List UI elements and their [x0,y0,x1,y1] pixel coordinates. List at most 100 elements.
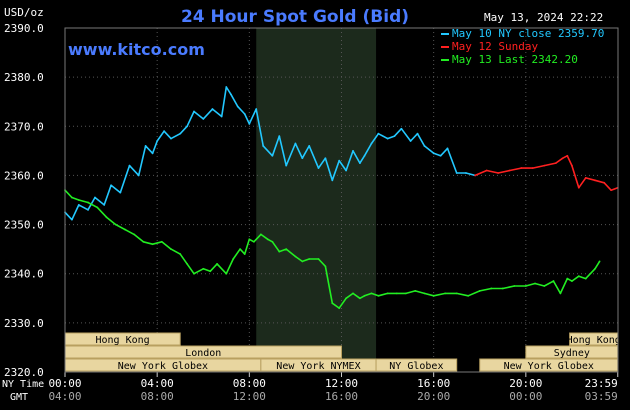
price-point [128,164,131,167]
price-point [363,154,366,157]
y-tick-label: 2370.0 [4,120,44,133]
price-point [262,145,265,147]
price-point [220,115,223,118]
price-point [416,132,419,135]
price-point [294,255,297,258]
price-point [317,167,320,169]
price-point [193,110,195,113]
price-point [202,118,205,120]
price-point [554,162,557,165]
legend: May 10 NY close 2359.70 May 12 Sunday Ma… [441,27,604,66]
price-point [259,233,262,236]
price-point [133,233,136,236]
gmt-tick-label: 00:00 [509,390,542,403]
market-hours-label: London [185,348,221,359]
price-point [393,135,396,138]
price-point [225,86,228,88]
price-point [114,223,117,226]
chart-title: 24 Hour Spot Gold (Bid) [181,7,409,27]
price-point [520,167,523,169]
price-point [432,152,435,155]
market-hours-label: New York Globex [118,361,208,372]
price-point [209,270,212,273]
market-hours-bar [375,358,458,372]
price-point [610,189,612,192]
price-point [474,174,477,177]
legend-item-may10: May 10 NY close 2359.70 [441,27,604,40]
price-point [423,145,426,147]
price-point [359,297,361,300]
ny-time-tick-label: 16:00 [417,377,450,390]
price-point [439,154,442,157]
price-point [432,294,435,297]
market-hours-label: New York Globex [504,361,594,372]
price-point [285,164,288,167]
price-point [352,292,354,295]
price-point [524,285,527,287]
price-point [531,167,534,169]
unit-label: USD/oz [4,6,44,19]
price-point [395,292,398,295]
price-point [414,290,417,292]
price-point [94,196,96,199]
market-hours-layer: Hong Kong Hong Kong London Sydney New York G… [64,332,621,372]
price-point [386,137,389,140]
price-point [409,140,412,142]
price-point [271,240,274,243]
axis-layer: 2390.0 2380.0 2370.0 2360.0 2350.0 2340.0 2330… [4,22,619,403]
price-point [156,140,159,142]
price-point [243,113,246,115]
price-point [370,292,373,295]
price-point [186,262,189,265]
price-point [455,172,458,174]
ny-time-tick-label: 08:00 [233,377,266,390]
brand-label: www.kitco.com [68,40,205,59]
price-point [301,260,304,263]
price-point [186,125,189,128]
nymex-session-shade-layer [256,28,377,372]
price-point [103,204,106,206]
ny-time-tick-label: 04:00 [141,377,174,390]
price-point [151,152,154,155]
legend-item-may12: May 12 Sunday [441,40,538,53]
price-point [571,164,573,167]
price-point [236,105,239,108]
price-point [513,285,516,287]
price-point [193,272,195,275]
price-point [423,292,426,295]
price-point [301,157,304,160]
y-tick-label: 2350.0 [4,219,44,232]
price-point [577,275,580,278]
price-point [501,287,504,290]
y-tick-label: 2340.0 [4,268,44,281]
price-point [485,169,488,172]
chart-date: May 13, 2024 22:22 [484,11,603,24]
price-point [71,218,73,221]
price-point [170,137,172,140]
price-point [331,179,334,182]
price-point [142,240,145,243]
price-point [566,277,569,280]
ny-time-tick-label: 23:59 [585,377,618,390]
price-point [594,179,596,182]
price-point [308,258,311,260]
price-point [202,267,205,270]
market-hours-label: Hong Kong [567,335,621,346]
price-point [278,135,281,138]
ny-time-tick-label: 00:00 [48,377,81,390]
y-tick-label: 2380.0 [4,71,44,84]
price-point [324,265,327,268]
price-point [230,93,232,96]
market-hours-label: New York NYMEX [276,361,360,372]
price-point [105,216,108,219]
price-point [465,172,467,174]
price-point [584,176,587,179]
price-point [543,285,546,287]
price-point [559,292,562,295]
price-point [543,164,546,167]
price-point [363,294,366,297]
legend-label-may13: May 13 Last 2342.20 [452,53,578,66]
price-point [446,147,449,150]
price-point [294,142,297,145]
